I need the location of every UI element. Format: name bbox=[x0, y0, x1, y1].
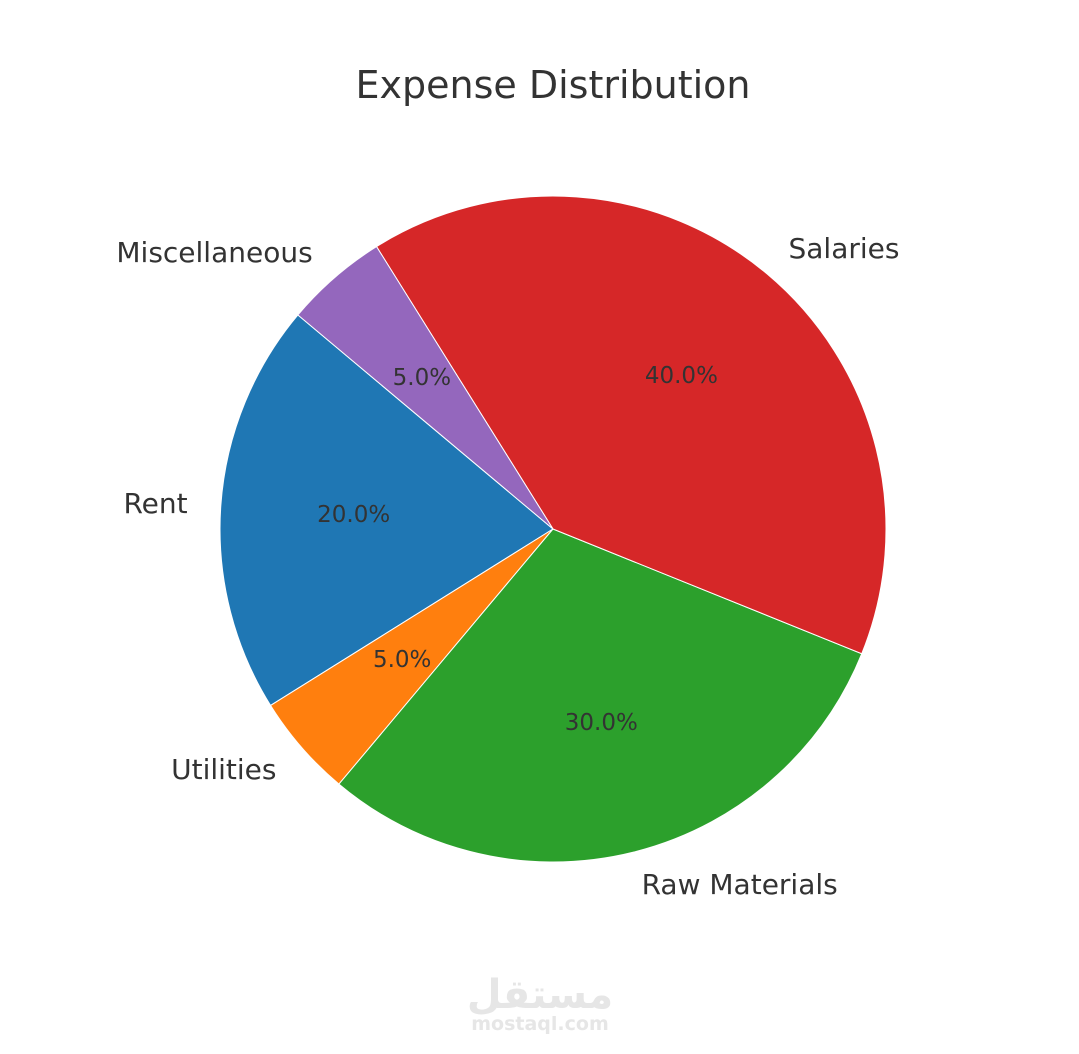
slice-label-utilities: Utilities bbox=[171, 753, 276, 786]
watermark-arabic: مستقل bbox=[467, 972, 613, 1018]
pct-label-miscellaneous: 5.0% bbox=[393, 365, 451, 391]
pie-slice-rent bbox=[219, 314, 554, 707]
slice-label-salaries: Salaries bbox=[789, 232, 900, 265]
pct-label-salaries: 40.0% bbox=[645, 363, 718, 389]
slice-label-miscellaneous: Miscellaneous bbox=[116, 236, 312, 269]
slice-label-rent: Rent bbox=[123, 487, 187, 520]
pie-slices bbox=[219, 195, 887, 863]
watermark-latin: mostaql.com bbox=[471, 1013, 609, 1035]
pct-label-rent: 20.0% bbox=[317, 502, 390, 528]
slice-label-raw-materials: Raw Materials bbox=[642, 868, 838, 901]
chart-title: Expense Distribution bbox=[355, 63, 750, 107]
pct-label-raw-materials: 30.0% bbox=[565, 710, 638, 736]
pie-slice-salaries bbox=[375, 195, 887, 655]
pie-labels: Rent 20.0% Utilities 5.0% Raw Materials 30.0%… bbox=[116, 232, 899, 901]
watermark: مستقل mostaql.com bbox=[467, 972, 613, 1035]
pie-slice-miscellaneous bbox=[297, 245, 554, 530]
pct-label-utilities: 5.0% bbox=[373, 647, 431, 673]
pie-slice-raw-materials bbox=[338, 528, 863, 863]
